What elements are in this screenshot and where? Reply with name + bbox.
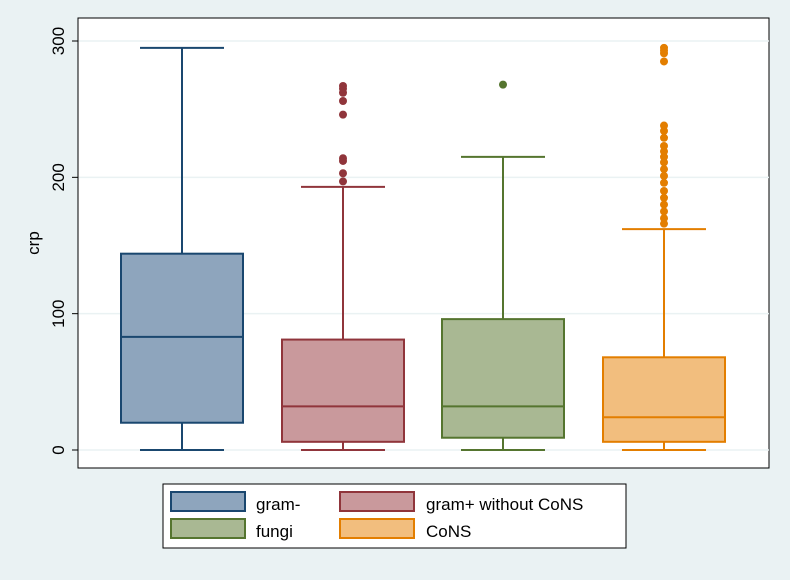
box [441, 318, 565, 439]
box-group-3 [441, 80, 565, 451]
legend-label-3: fungi [256, 522, 293, 541]
outlier-point [339, 154, 347, 163]
outlier-point [339, 81, 347, 90]
box-group-4 [602, 43, 726, 451]
y-tick-label-100: 100 [49, 299, 68, 327]
outlier-point [660, 141, 668, 150]
outlier-point [660, 200, 668, 209]
outlier-point [660, 121, 668, 130]
legend-label-2: gram+ without CoNS [426, 495, 583, 514]
legend: gram-gram+ without CoNS fungi CoNS [162, 483, 627, 549]
y-tick-label-300: 300 [49, 27, 68, 55]
outlier-point [660, 214, 668, 223]
y-tick-label-0: 0 [49, 445, 68, 454]
legend-label-4: CoNS [426, 522, 471, 541]
outlier-point [660, 165, 668, 174]
outlier-point [660, 207, 668, 216]
box-group-1 [120, 46, 244, 451]
box-plots [120, 43, 726, 451]
outlier-point [660, 171, 668, 180]
outlier-point [660, 193, 668, 202]
outlier-point [339, 110, 347, 119]
outlier-point [660, 178, 668, 187]
box [120, 252, 244, 424]
outlier-point [660, 133, 668, 142]
outlier-point [660, 43, 668, 52]
outlier-point [660, 57, 668, 66]
legend-swatch-4 [339, 518, 415, 539]
outlier-point [339, 96, 347, 105]
box [602, 356, 726, 443]
outlier-point [499, 80, 507, 89]
outlier-point [339, 169, 347, 178]
legend-swatch-3 [170, 518, 246, 539]
y-axis-ticks: 0 100 200 300 [49, 27, 78, 455]
y-axis-label: crp [24, 231, 43, 255]
box-group-2 [281, 81, 405, 451]
legend-items: gram-gram+ without CoNS fungi CoNS [170, 491, 583, 541]
legend-label-1: gram- [256, 495, 300, 514]
outlier-point [339, 177, 347, 186]
box [281, 338, 405, 443]
legend-swatch-1 [170, 491, 246, 512]
y-tick-label-200: 200 [49, 163, 68, 191]
legend-swatch-2 [339, 491, 415, 512]
outlier-point [660, 186, 668, 195]
